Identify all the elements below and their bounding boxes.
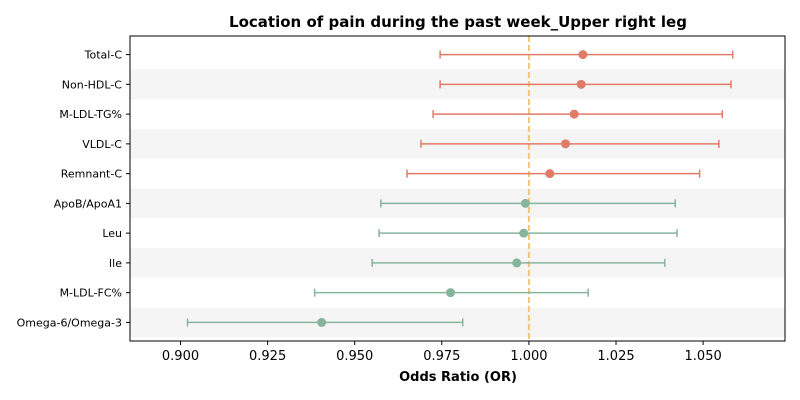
x-tick-label: 0.925 [249,349,286,364]
y-tick-label: ApoB/ApoA1 [54,197,122,210]
marks-group [186,50,734,327]
x-ticks: 0.900 0.925 0.950 0.975 1.000 1.025 1.050 [162,341,722,364]
y-tick-label: Total-C [84,49,123,62]
or-point [578,50,588,60]
x-tick-label: 1.000 [510,349,547,364]
x-tick-label: 1.025 [597,349,634,364]
y-tick-label: M-LDL-FC% [60,287,122,300]
y-tick-label: Omega-6/Omega-3 [17,316,122,329]
or-point [561,139,571,149]
y-tick-labels: Total-C Non-HDL-C M-LDL-TG% VLDL-C Remnant-C… [17,49,130,329]
y-tick-label: Remnant-C [61,168,123,181]
or-point [512,258,522,268]
chart-title: Location of pain during the past week_Up… [229,13,687,31]
or-point [576,79,586,89]
x-axis-label: Odds Ratio (OR) [399,370,517,385]
or-point [520,198,530,208]
plot-frame [129,35,786,342]
x-tick-label: 0.950 [336,349,373,364]
y-tick-label: VLDL-C [82,138,122,151]
or-point [317,317,327,327]
x-tick-label: 0.900 [162,349,199,364]
or-point [446,288,456,298]
y-tick-label: M-LDL-TG% [59,108,122,121]
y-tick-label: Ile [109,257,122,270]
y-tick-label: Non-HDL-C [62,78,123,91]
or-point [519,228,529,238]
or-point [545,169,555,179]
x-tick-label: 1.050 [685,349,722,364]
x-tick-label: 0.975 [423,349,460,364]
y-tick-label: Leu [102,227,122,240]
or-point [569,109,579,119]
